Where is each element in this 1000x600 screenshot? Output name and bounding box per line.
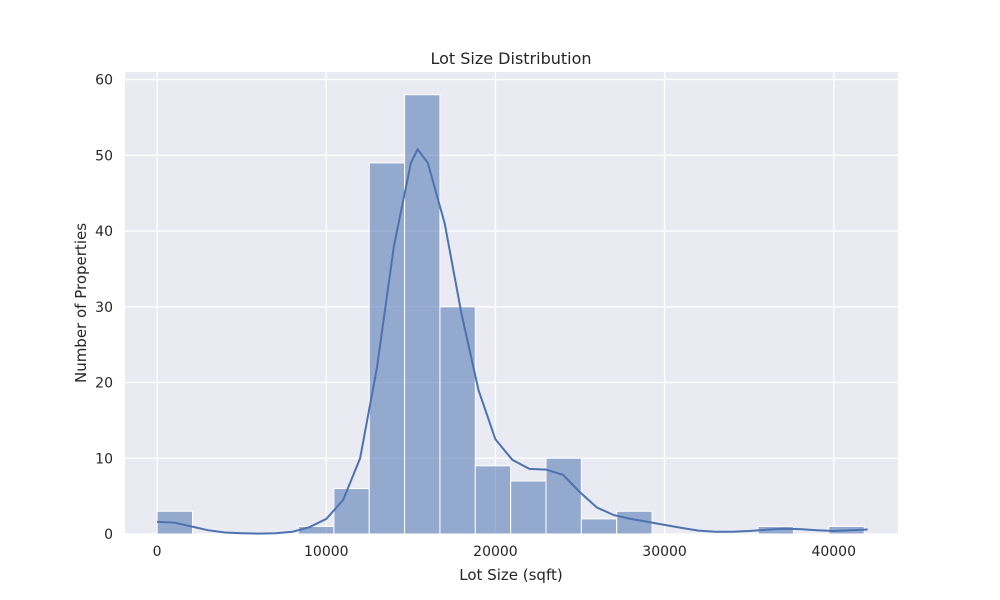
x-tick-label: 40000: [811, 544, 856, 560]
histogram-bar: [333, 488, 370, 535]
kde-curve: [157, 147, 868, 535]
y-tick-label: 30: [95, 300, 113, 316]
plot-background: [125, 72, 898, 534]
histogram-bar: [510, 480, 547, 535]
y-tick-label: 50: [95, 148, 113, 164]
x-tick-label: 30000: [642, 544, 687, 560]
histogram-bar: [298, 525, 335, 535]
histogram-bar: [580, 518, 618, 535]
y-tick-label: 20: [95, 376, 113, 392]
histogram-bar: [474, 465, 512, 535]
histogram-bar: [439, 306, 476, 535]
histogram-bar: [404, 94, 441, 535]
y-axis-label: Number of Properties: [72, 223, 90, 383]
y-tick-label: 40: [95, 224, 113, 240]
x-tick-label: 20000: [473, 544, 518, 560]
x-axis-label: Lot Size (sqft): [459, 566, 562, 584]
x-tick-labels: 0 10000 20000 30000 40000: [153, 544, 856, 560]
x-tick-label: 0: [153, 544, 162, 560]
y-tick-label: 0: [104, 527, 113, 543]
y-tick-label: 60: [95, 73, 113, 89]
chart-title: Lot Size Distribution: [430, 49, 591, 68]
x-tick-label: 10000: [304, 544, 349, 560]
histogram-bar: [545, 457, 582, 535]
y-tick-label: 10: [95, 451, 113, 467]
y-tick-labels: 0 10 20 30 40 50 60: [95, 73, 113, 543]
